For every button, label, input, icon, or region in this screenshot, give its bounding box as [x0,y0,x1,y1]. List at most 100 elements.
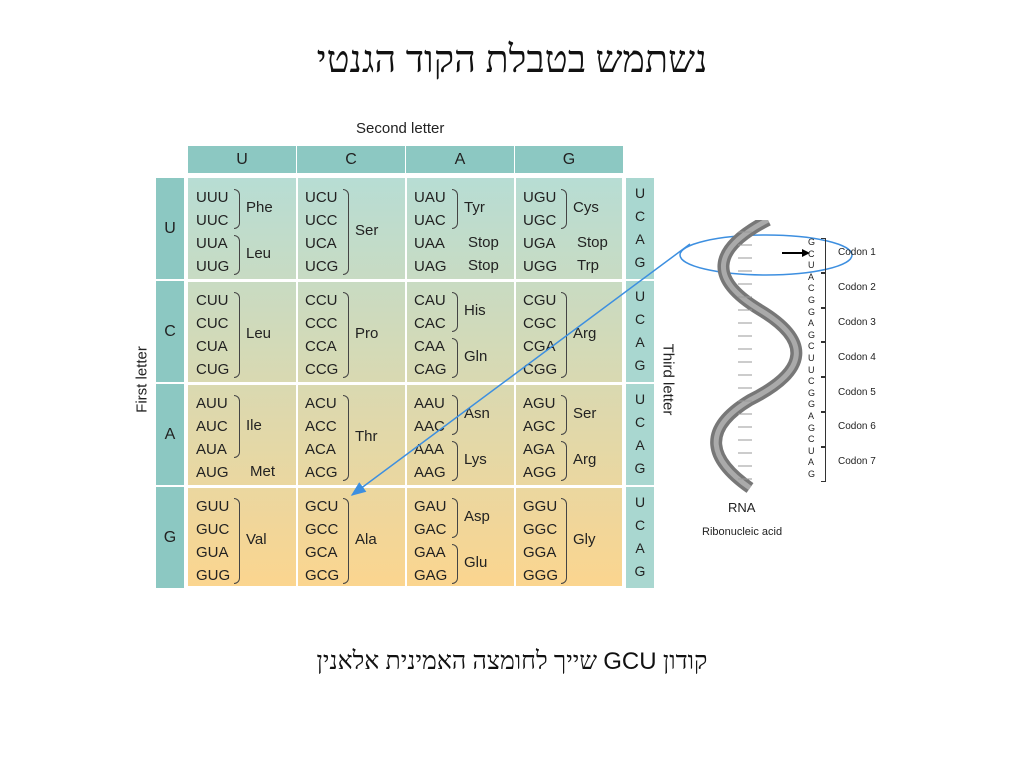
codon: GAC [414,521,447,538]
amino-acid-label: Pro [355,325,379,342]
rna-base: G [808,295,816,305]
codon-label: Codon 1 [838,247,876,259]
codon-label: Codon 7 [838,456,876,468]
codon: UGU [523,189,557,206]
codon: UUU [196,189,229,206]
codon: CCA [305,338,337,355]
codon: ACA [305,441,336,458]
codon-cell-GU: GUU GUC GUA GUG Val [188,487,296,588]
third-letter-G: G [634,460,646,476]
codon: GGG [523,567,559,584]
pointer-arrow [350,243,691,496]
amino-acid-label: Thr [355,428,378,445]
rna-base: A [808,457,815,468]
codon: CCU [305,292,338,309]
rna-base: G [808,329,816,340]
codon: GCG [305,567,340,584]
codon: AGA [523,441,555,458]
codon-cell-AG: AGU AGC AGA AGG Ser Arg [515,384,623,485]
codon: CGG [523,361,558,378]
codon: UGG [523,258,558,275]
codon-cell-AC: ACU ACC ACA ACG Thr [297,384,405,485]
codon: GAG [414,567,448,584]
second-letter-C: C [297,146,405,173]
amino-acid-label: Ser [355,222,379,239]
codon: AUC [196,418,228,435]
codon: CUU [196,292,229,309]
codon: CAU [414,292,446,309]
third-letter-C: C [634,414,646,430]
codon: GUG [196,567,231,584]
codon: AGC [523,418,556,435]
codon: AUU [196,395,228,412]
third-letter-A: A [635,231,645,247]
codon: ACG [305,464,338,481]
first-letter-G: G [156,487,184,588]
codon: GGU [523,498,558,515]
codon-label: Codon 2 [838,282,876,294]
rna-base: U [808,260,815,271]
codon: GAA [414,544,446,561]
codon: UAC [414,212,446,229]
codon-cell-UU: UUU UUC UUA UUG Phe Leu [188,178,296,279]
rna-base: C [808,341,815,352]
codon: GUC [196,521,230,538]
codon-bracket [821,272,826,308]
codon: AGU [523,395,556,412]
codon-label: Codon 4 [838,351,876,363]
amino-acid-label: Ser [573,405,597,422]
third-letter-U: U [634,185,646,201]
codon-bracket [821,342,826,378]
codon-cell-UA: UAU UAC UAA UAG Tyr Stop Stop [406,178,514,279]
codon: UUC [196,212,229,229]
rna-base: C [808,248,815,259]
rna-base: C [808,434,815,445]
caption-after: שייך לחומצה האמינית אלאנין [316,648,598,675]
codon: GGC [523,521,558,538]
codon: CUA [196,338,228,355]
codon-cell-AA: AAU AAC AAA AAG Asn Lys [406,384,514,485]
codon: ACU [305,395,337,412]
amino-acid-label: Leu [246,245,272,262]
amino-acid-label: Arg [573,451,597,468]
amino-acid-label: Gly [573,531,596,548]
codon: CAG [414,361,447,378]
rna-base: C [808,376,815,387]
codon: UUA [196,235,228,252]
codon: AAG [414,464,446,481]
amino-acid-label: Phe [246,199,273,216]
rna-base: A [808,318,815,329]
codon: UCU [305,189,338,206]
codon: CUC [196,315,229,332]
codon-cell-CU: CUU CUC CUA CUG Leu [188,281,296,382]
codon: AAA [414,441,445,458]
rna-base: G [808,469,816,479]
amino-acid-label: Asp [464,508,490,525]
rna-base: C [808,283,815,294]
codon: GUU [196,498,230,515]
codon-cell-GC: GCU GCC GCA GCG Ala [297,487,405,588]
amino-acid-label: Val [246,531,267,548]
codon-highlight-ellipse [679,234,853,276]
codon: AUG [196,464,229,481]
codon-label: Codon 5 [838,386,876,398]
second-letter-A: A [406,146,514,173]
codon: AUA [196,441,227,458]
codon-label: Codon 3 [838,317,876,328]
codon-cell-UG: UGU UGC UGA UGG Cys Stop Trp [515,178,623,279]
rna-sublabel: Ribonucleic acid [702,526,783,538]
first-letter-U: U [156,178,184,279]
codon-bracket [821,412,826,447]
amino-acid-label: Ile [246,416,262,434]
codon-cell-GG: GGU GGC GGA GGG Gly [515,487,623,588]
third-letter-U: U [634,288,646,304]
codon: AAU [414,395,445,412]
second-letter-label: Second letter [356,120,445,137]
amino-acid-label: Lys [464,451,487,468]
rna-base: U [808,445,815,456]
codon: UAU [414,189,446,206]
amino-acid-label: Gln [464,348,488,365]
codon: CAC [414,315,446,332]
